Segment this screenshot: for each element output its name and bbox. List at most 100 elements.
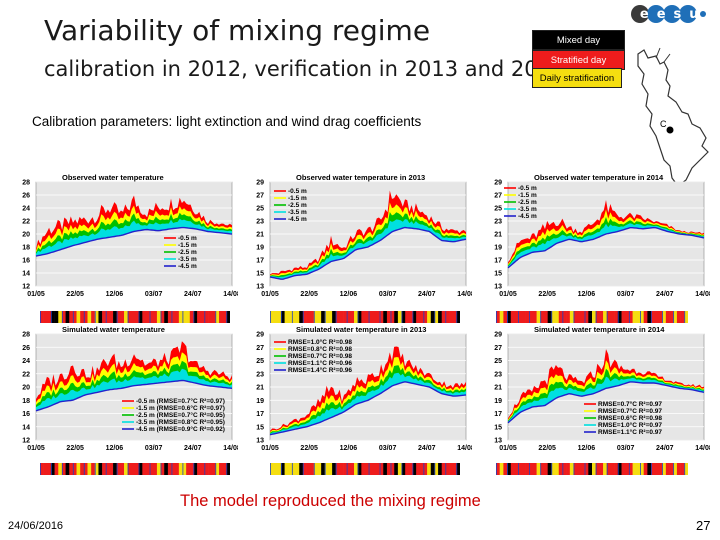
x-tick-label: 03/07	[617, 291, 635, 298]
regime-day	[171, 463, 176, 475]
regime-day	[343, 463, 348, 475]
strip-separator	[628, 311, 630, 323]
strip-separator	[215, 463, 217, 475]
regime-day	[496, 311, 500, 323]
regime-day	[317, 311, 322, 323]
regime-day	[551, 463, 556, 475]
strip-separator	[456, 463, 458, 475]
regime-day	[80, 311, 85, 323]
y-tick-label: 14	[22, 271, 30, 278]
regime-day	[665, 463, 670, 475]
y-tick-label: 13	[494, 438, 502, 445]
x-tick-label: 12/06	[578, 291, 596, 298]
strip-separator	[390, 311, 392, 323]
legend-label: -1.5 m (RMSE=0.6°C R²=0.97)	[136, 404, 225, 412]
y-tick-label: 17	[256, 411, 264, 418]
regime-day	[610, 463, 615, 475]
regime-day	[514, 463, 519, 475]
regime-day	[124, 311, 128, 323]
series-line-deepest	[507, 381, 705, 424]
x-tick-label: 03/07	[617, 445, 635, 452]
x-tick-label: 24/07	[418, 291, 436, 298]
strip-separator	[412, 463, 414, 475]
regime-day	[628, 463, 633, 475]
regime-day	[580, 311, 585, 323]
regime-day	[643, 311, 648, 323]
regime-day	[632, 311, 637, 323]
y-tick-label: 12	[22, 438, 30, 445]
regime-day	[375, 463, 380, 475]
regime-day	[379, 463, 384, 475]
regime-day	[54, 311, 59, 323]
regime-day	[536, 311, 541, 323]
regime-day	[562, 463, 567, 475]
y-tick-label: 28	[22, 180, 30, 187]
legend-label: -1.5 m	[178, 242, 197, 249]
regime-day	[449, 463, 453, 475]
regime-day	[113, 311, 118, 323]
logo-text: leesu	[628, 7, 706, 22]
y-tick-label: 24	[22, 206, 30, 213]
y-tick-label: 20	[22, 385, 30, 392]
strip-separator	[357, 463, 359, 475]
regime-day	[339, 463, 344, 475]
regime-day	[625, 311, 630, 323]
x-tick-label: 01/05	[261, 445, 279, 452]
regime-day	[324, 311, 329, 323]
strip-separator	[445, 463, 447, 475]
regime-day	[127, 311, 132, 323]
slide-title: Variability of mixing regime	[44, 14, 431, 47]
strip-separator	[584, 463, 586, 475]
regime-day	[270, 463, 274, 475]
regime-day	[277, 311, 282, 323]
regime-day	[595, 463, 600, 475]
x-tick-label: 01/05	[499, 445, 517, 452]
regime-day	[284, 311, 289, 323]
series-line-deepest	[35, 226, 233, 257]
legend-label: -4.5 m	[178, 263, 197, 270]
regime-day	[614, 463, 619, 475]
regime-day	[617, 463, 622, 475]
regime-day	[208, 463, 213, 475]
regime-day	[625, 463, 630, 475]
strip-separator	[182, 463, 184, 475]
strip-separator	[518, 311, 519, 323]
regime-day	[313, 311, 318, 323]
strip-separator	[83, 311, 85, 323]
regime-day	[621, 463, 626, 475]
regime-day	[599, 463, 604, 475]
x-tick-label: 22/05	[300, 445, 318, 452]
strip-separator	[507, 311, 508, 323]
regime-day	[430, 311, 435, 323]
series-line-deepest	[269, 226, 467, 280]
regime-day	[43, 463, 48, 475]
legend-label: -0.5 m (RMSE=0.7°C R²=0.97)	[136, 397, 225, 405]
chart-title: Observed water temperature	[62, 173, 164, 182]
regime-day	[654, 463, 659, 475]
regime-day	[98, 463, 103, 475]
regime-strip-simulated-2014	[496, 463, 688, 475]
regime-day	[215, 463, 220, 475]
regime-day	[135, 311, 139, 323]
regime-day	[324, 463, 329, 475]
y-tick-label: 25	[494, 358, 502, 365]
regime-day	[372, 311, 377, 323]
strip-separator	[50, 463, 52, 475]
legend-label: RMSE=1.1°C R²=0.96	[288, 359, 352, 367]
regime-day	[160, 311, 165, 323]
regime-strip-observed-2012	[40, 311, 230, 323]
strip-separator	[595, 463, 597, 475]
chart-title: Observed water temperature in 2014	[534, 173, 664, 182]
x-tick-label: 12/06	[578, 445, 596, 452]
regime-day	[566, 311, 571, 323]
regime-day	[532, 311, 537, 323]
regime-day	[496, 463, 500, 475]
x-tick-label: 12/06	[340, 291, 358, 298]
regime-day	[328, 311, 333, 323]
regime-day	[164, 311, 169, 323]
regime-day	[321, 311, 326, 323]
regime-day	[105, 463, 110, 475]
regime-day	[673, 311, 678, 323]
strip-separator	[529, 311, 531, 323]
regime-day	[621, 311, 626, 323]
